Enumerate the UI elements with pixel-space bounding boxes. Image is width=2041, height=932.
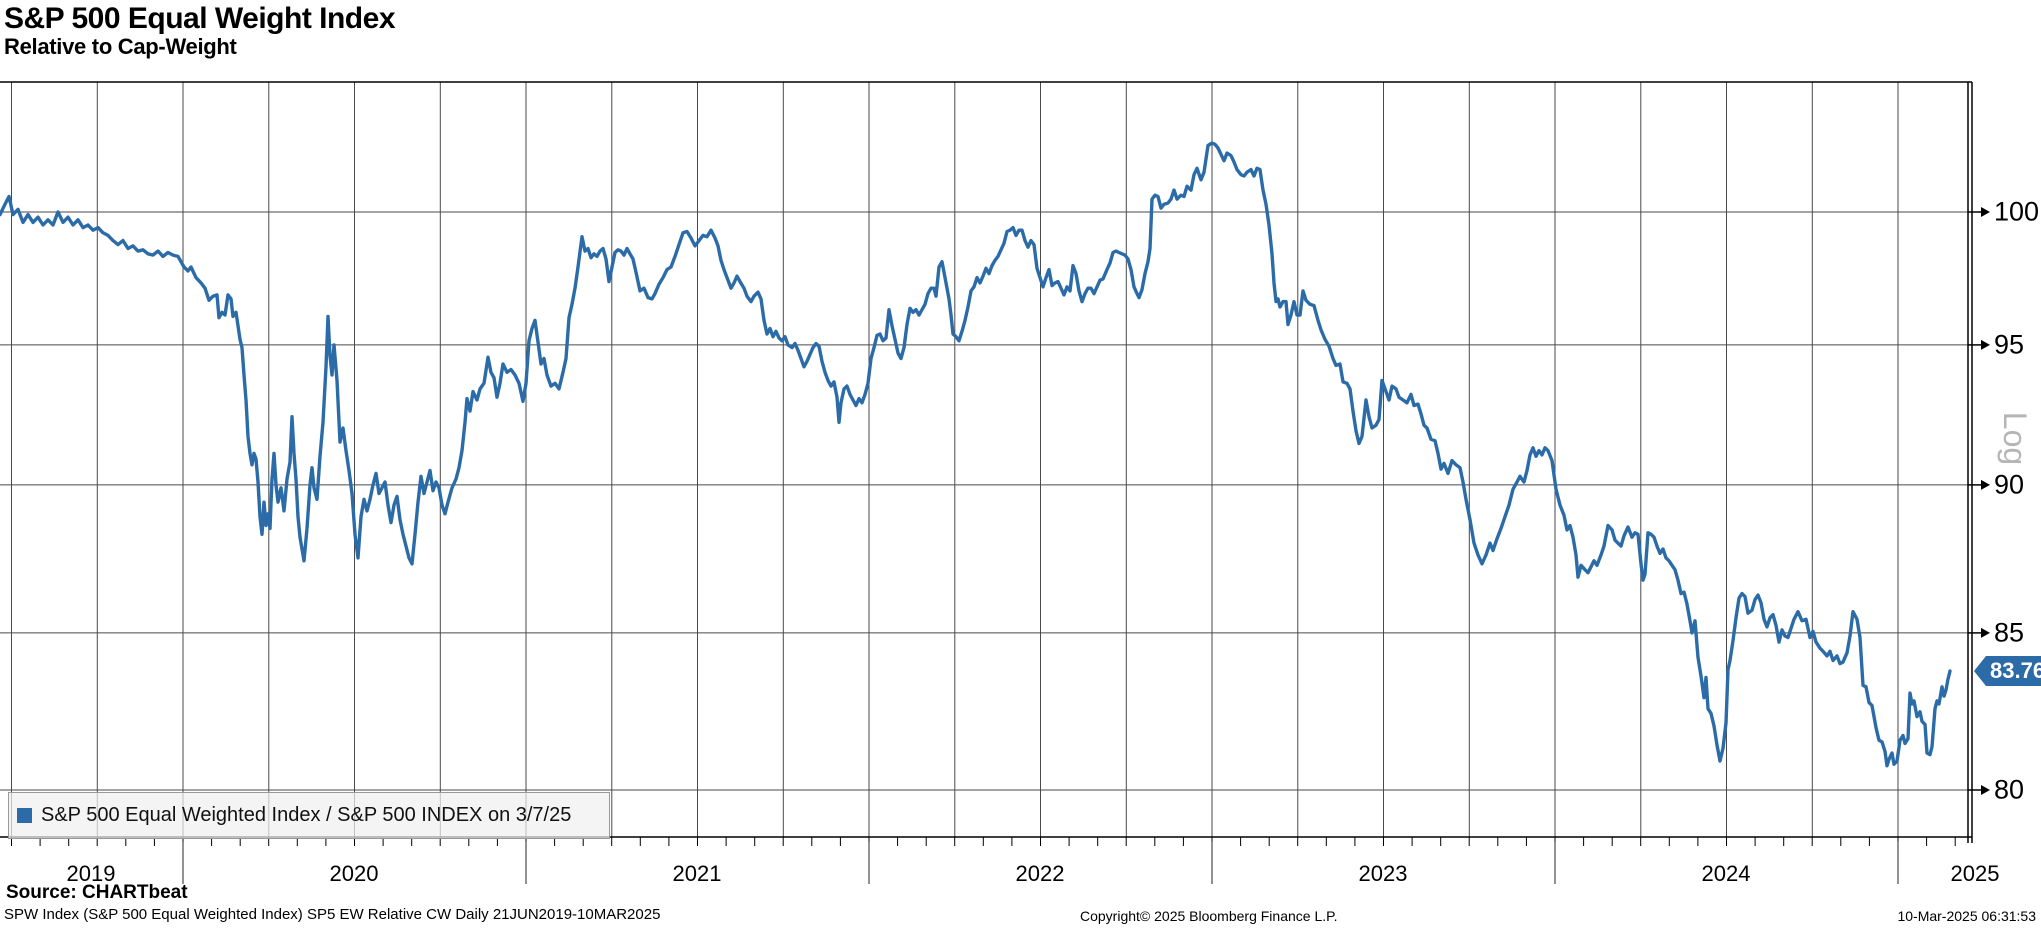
last-value-badge-label: 83.76: [1990, 658, 2041, 683]
price-line: [0, 141, 1952, 768]
legend-box[interactable]: S&P 500 Equal Weighted Index / S&P 500 I…: [8, 792, 610, 839]
y-tick-label: 90: [1994, 469, 2025, 500]
x-year-label: 2020: [329, 861, 379, 886]
page-subtitle: Relative to Cap-Weight: [4, 34, 237, 59]
y-tick-label: 85: [1994, 617, 2025, 648]
y-tick-arrow-icon: [1981, 627, 1990, 638]
y-tick-arrow-icon: [1981, 207, 1990, 217]
x-year-label: 2019: [66, 861, 116, 886]
x-year-label: 2023: [1358, 861, 1408, 886]
y-tick-arrow-icon: [1981, 479, 1990, 490]
y-tick-arrow-icon: [1981, 785, 1990, 795]
legend-series-marker-icon: [17, 808, 32, 823]
y-tick-label: 100: [1994, 196, 2040, 227]
page-title: S&P 500 Equal Weight Index: [4, 2, 396, 35]
chart-description: SPW Index (S&P 500 Equal Weighted Index)…: [4, 906, 661, 923]
x-year-label: 2025: [1950, 861, 2000, 886]
x-year-label: 2022: [1015, 861, 1065, 886]
last-value-badge: [1974, 656, 2041, 686]
copyright-label: Copyright© 2025 Bloomberg Finance L.P.: [1080, 908, 1338, 924]
x-year-label: 2024: [1701, 861, 1751, 886]
source-label: Source: CHARTbeat: [6, 882, 188, 903]
y-tick-label: 95: [1994, 329, 2025, 360]
x-year-label: 2021: [672, 861, 722, 886]
log-scale-label: Log: [1997, 411, 2034, 466]
y-tick-label: 80: [1994, 774, 2025, 805]
legend-series-label: S&P 500 Equal Weighted Index / S&P 500 I…: [41, 804, 572, 826]
y-tick-arrow-icon: [1981, 339, 1990, 350]
timestamp-label: 10-Mar-2025 06:31:53: [1897, 908, 2036, 924]
